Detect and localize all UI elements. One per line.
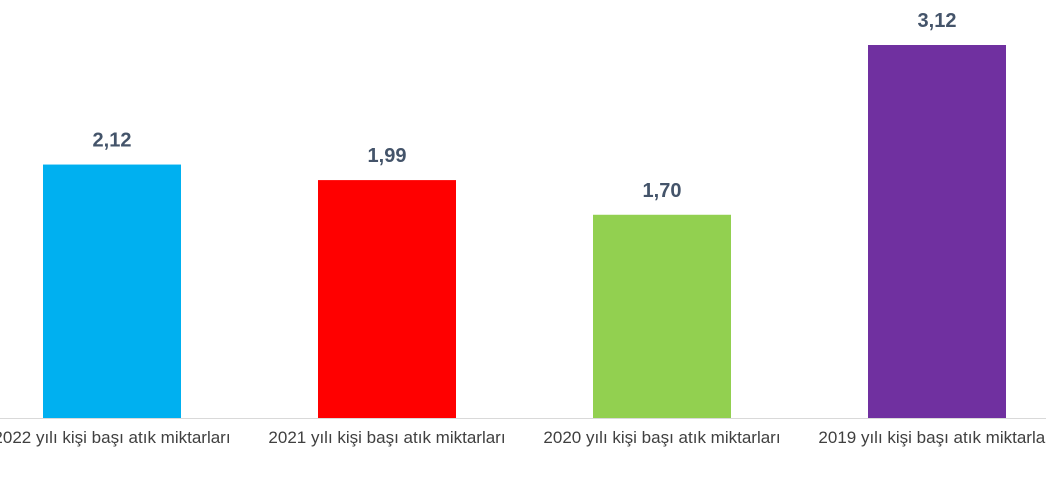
x-tick-label: 2021 yılı kişi başı atık miktarları [268, 428, 506, 447]
value-label: 1,99 [368, 145, 407, 167]
value-label: 2,12 [93, 130, 132, 152]
x-tick-label: 2019 yılı kişi başı atık miktarları [818, 428, 1046, 447]
value-label: 1,70 [643, 180, 682, 202]
bar [593, 214, 731, 418]
bar [318, 180, 456, 418]
bar [868, 45, 1006, 418]
x-tick-label: 2020 yılı kişi başı atık miktarları [543, 428, 781, 447]
bar [43, 164, 181, 418]
value-label: 3,12 [918, 10, 957, 32]
x-tick-label: 2022 yılı kişi başı atık miktarları [0, 428, 231, 447]
